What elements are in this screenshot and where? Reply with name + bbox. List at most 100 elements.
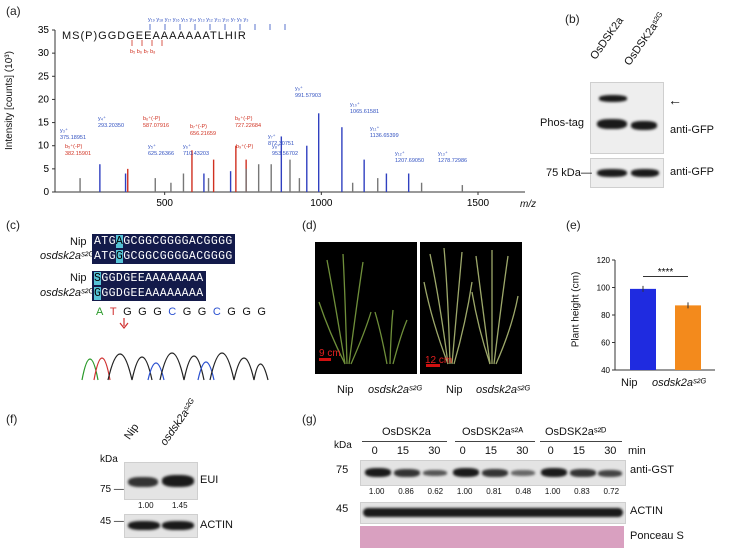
peak-label: 1278.72986: [438, 158, 467, 164]
peak-label: y₁₁⁺: [370, 125, 379, 132]
scale-label-1: 9 cm: [319, 348, 341, 359]
phos-tag-label: Phos-tag: [540, 117, 585, 129]
svg-text:y₁₉ y₁₈ y₁₇ y₁₆ y₁₅ y₁₄ y₁₃ y₁: y₁₉ y₁₈ y₁₇ y₁₆ y₁₅ y₁₄ y₁₃ y₁₂ y₁₁ y₁₀ …: [148, 17, 249, 23]
lane-label-mut-f: osdsk2aˢ²ᴳ: [158, 397, 199, 448]
peak-label: y₃⁺: [60, 127, 68, 134]
prot-row1-name: Nip: [70, 272, 87, 284]
band: [423, 470, 447, 476]
x-tick-label: 500: [156, 198, 173, 209]
marker-75-f: 75 —: [100, 484, 124, 495]
y-tick-label: 0: [43, 187, 49, 198]
peak-label: y₁₂⁺: [395, 150, 405, 157]
scale-bar: [319, 358, 331, 361]
peak-label: y₄⁺: [98, 115, 106, 122]
panel-f-label: (f): [6, 412, 18, 426]
time-label: 15: [484, 445, 498, 457]
band: [162, 521, 194, 530]
group-underline-2: [455, 441, 535, 442]
base-label: G: [123, 306, 132, 318]
plant-height-chart: 40 60 80 100 120 ****: [597, 256, 715, 375]
prot-seq-post: GGDGEEAAAAAAAA: [101, 287, 204, 300]
antibody-label-2: anti-GFP: [670, 166, 715, 178]
peak-label: 625.26366: [148, 151, 174, 157]
panel-e-label: (e): [566, 218, 581, 232]
y-tick-label: 25: [38, 71, 50, 82]
prot-row2-name: osdsk2aˢ²ᴳ: [40, 287, 94, 299]
peak-label: y₅⁺: [148, 143, 156, 150]
peak-label: 1065.61581: [350, 109, 379, 115]
gst-label: anti-GST: [630, 464, 675, 476]
chromatogram-bases: A T G G G C G G C G G G: [96, 306, 266, 318]
peak-label: b₅⁺(-P): [65, 143, 83, 150]
peak-label: b₆⁺(-P): [143, 115, 161, 122]
fragment-map: y₁₉ y₁₈ y₁₇ y₁₆ y₁₅ y₁₄ y₁₃ y₁₂ y₁₁ y₁₀ …: [130, 17, 286, 54]
base-label: G: [138, 306, 147, 318]
peak-label: 872.30751: [268, 141, 294, 147]
significance-stars: ****: [658, 267, 674, 278]
prot-seq-mutant: GGGDGEEAAAAAAAA: [92, 286, 206, 301]
band: [597, 169, 627, 177]
y-tick-label: 80: [601, 311, 610, 320]
y-tick-label: 100: [597, 284, 611, 293]
group-label-3: OsDSK2aˢ²ᴰ: [545, 426, 607, 438]
marker-45-g: 45: [336, 503, 349, 515]
scale-bar: [426, 364, 440, 367]
panel-a-label: (a): [6, 4, 21, 18]
base-label: T: [109, 306, 117, 318]
plant-label-mut-2: osdsk2aˢ²ᴳ: [476, 384, 530, 396]
band: [570, 469, 596, 477]
quant-value: 0.48: [515, 487, 532, 496]
quant-value: 1.00: [368, 487, 385, 496]
y-tick-label: 60: [601, 339, 610, 348]
base-label: G: [257, 306, 266, 318]
peak-label: 293.20350: [98, 123, 124, 129]
actin-blot-g: [360, 502, 626, 524]
plant-photo-1: [315, 242, 417, 374]
snp-highlight: A: [115, 235, 124, 248]
quant-value: 1.00: [456, 487, 473, 496]
lane-label-nip-f: Nip: [122, 421, 142, 442]
peak-label: 727.22684: [235, 123, 261, 129]
peak-label: 953.56702: [272, 151, 298, 157]
base-label: G: [153, 306, 162, 318]
dna-seq-nip: ATGAGCGGCGGGGACGGGG: [92, 234, 235, 249]
band: [162, 475, 194, 487]
peak-label: 382.15901: [65, 151, 91, 157]
time-label: 0: [371, 445, 378, 457]
time-label: 15: [572, 445, 586, 457]
band: [128, 521, 160, 530]
chromatogram-trace: [81, 318, 269, 381]
quant-value: 0.62: [427, 487, 444, 496]
panel-a-ylabel: Intensity [counts] (10³): [3, 51, 15, 150]
quant-f-2: 1.45: [172, 501, 188, 510]
plant-drawing: [423, 247, 519, 367]
y-tick-label: 30: [38, 48, 50, 59]
antibody-label-1: anti-GFP: [670, 124, 715, 136]
ponceau-stain: [360, 526, 624, 548]
y-tick-label: 40: [601, 366, 610, 375]
svg-text:b₅ b₆ b₇ b₈: b₅ b₆ b₇ b₈: [130, 49, 155, 54]
band: [597, 119, 627, 129]
quant-value: 0.86: [398, 487, 414, 496]
time-label: 30: [428, 445, 441, 457]
lane-label-osdsk2a-s2g: OsDSK2aˢ²ᴳ: [622, 10, 668, 68]
quant-f-1: 1.00: [138, 501, 154, 510]
peak-label: b₈⁺(-P): [235, 115, 253, 122]
time-label: 30: [604, 445, 617, 457]
band: [365, 468, 391, 477]
actin-blot-f: [124, 514, 198, 538]
scale-label-2: 12 cm: [425, 355, 453, 366]
quant-value: 0.72: [603, 487, 620, 496]
time-unit: min: [628, 445, 646, 457]
panel-a-xlabel: m/z: [520, 199, 537, 210]
time-points: 0 15 30 0 15 30 0 15 30: [362, 445, 626, 457]
panel-d-label: (d): [302, 218, 317, 232]
base-label: C: [212, 306, 221, 318]
eui-blot: [124, 462, 198, 500]
quant-value: 0.83: [574, 487, 590, 496]
group-underline-1: [362, 441, 447, 442]
band: [394, 469, 420, 477]
dna-row1-name: Nip: [70, 236, 87, 248]
mass-spectrum-plot: 0 5 10 15 20 25 30 35 500 1000 1500 y₃⁺375.18951 y₄⁺…: [38, 25, 525, 209]
actin-label-f: ACTIN: [200, 519, 233, 531]
